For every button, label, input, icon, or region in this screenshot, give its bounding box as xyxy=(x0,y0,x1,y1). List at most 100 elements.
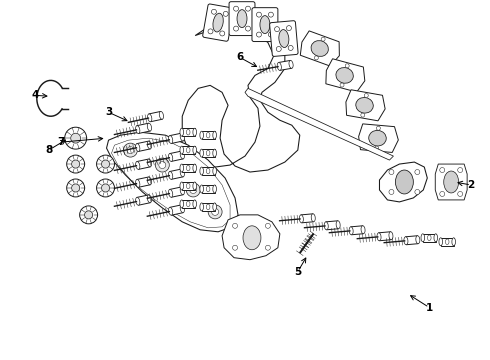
Circle shape xyxy=(364,94,368,98)
Ellipse shape xyxy=(169,136,173,143)
Bar xyxy=(351,226,364,235)
Ellipse shape xyxy=(147,195,151,203)
Ellipse shape xyxy=(213,203,217,211)
Circle shape xyxy=(375,146,379,150)
Ellipse shape xyxy=(136,179,140,187)
Ellipse shape xyxy=(213,13,223,32)
Polygon shape xyxy=(379,162,427,202)
Ellipse shape xyxy=(180,200,184,208)
Circle shape xyxy=(233,245,238,250)
Bar xyxy=(137,159,150,169)
Ellipse shape xyxy=(147,114,152,122)
Ellipse shape xyxy=(193,128,196,136)
Circle shape xyxy=(234,26,239,31)
Circle shape xyxy=(458,192,463,197)
Ellipse shape xyxy=(277,63,281,70)
Bar xyxy=(406,236,418,245)
Ellipse shape xyxy=(180,187,184,195)
Circle shape xyxy=(415,170,420,175)
Circle shape xyxy=(159,162,166,168)
Circle shape xyxy=(321,37,325,41)
Ellipse shape xyxy=(260,15,270,33)
Ellipse shape xyxy=(377,233,381,241)
Circle shape xyxy=(269,32,273,37)
Ellipse shape xyxy=(213,131,217,139)
Ellipse shape xyxy=(404,237,408,245)
Ellipse shape xyxy=(180,169,184,177)
Circle shape xyxy=(415,189,420,194)
Circle shape xyxy=(127,147,134,154)
Ellipse shape xyxy=(200,167,203,175)
Ellipse shape xyxy=(361,226,365,234)
Ellipse shape xyxy=(180,205,184,213)
Ellipse shape xyxy=(200,131,203,139)
FancyBboxPatch shape xyxy=(270,21,298,57)
Circle shape xyxy=(72,160,80,168)
FancyBboxPatch shape xyxy=(203,4,234,41)
Ellipse shape xyxy=(180,133,184,141)
Circle shape xyxy=(186,183,200,197)
Ellipse shape xyxy=(180,128,184,136)
Bar xyxy=(182,164,195,172)
FancyBboxPatch shape xyxy=(229,2,255,36)
Ellipse shape xyxy=(311,41,328,57)
Circle shape xyxy=(266,245,270,250)
Ellipse shape xyxy=(336,68,353,83)
FancyBboxPatch shape xyxy=(252,8,278,41)
Ellipse shape xyxy=(147,141,151,149)
Ellipse shape xyxy=(193,200,196,208)
Circle shape xyxy=(389,189,394,194)
Text: 4: 4 xyxy=(31,90,39,100)
Bar xyxy=(182,182,195,190)
Bar xyxy=(202,167,215,175)
Circle shape xyxy=(71,133,80,143)
Bar xyxy=(170,151,183,161)
Ellipse shape xyxy=(147,123,151,131)
Ellipse shape xyxy=(336,221,340,229)
Circle shape xyxy=(256,12,262,17)
Ellipse shape xyxy=(324,222,328,230)
Ellipse shape xyxy=(180,182,184,190)
Ellipse shape xyxy=(213,167,217,175)
Ellipse shape xyxy=(200,185,203,193)
Ellipse shape xyxy=(289,60,293,68)
Circle shape xyxy=(65,127,87,149)
Ellipse shape xyxy=(311,214,315,222)
Ellipse shape xyxy=(434,234,438,242)
Text: 2: 2 xyxy=(467,180,475,190)
Text: 1: 1 xyxy=(426,302,433,312)
Circle shape xyxy=(376,126,380,130)
Ellipse shape xyxy=(439,238,442,246)
Ellipse shape xyxy=(136,144,140,152)
Ellipse shape xyxy=(369,130,386,146)
Polygon shape xyxy=(222,215,280,260)
Circle shape xyxy=(212,208,219,215)
Ellipse shape xyxy=(193,164,196,172)
Circle shape xyxy=(234,6,239,11)
Circle shape xyxy=(233,223,238,228)
Circle shape xyxy=(256,32,262,37)
Circle shape xyxy=(269,12,273,17)
Text: 6: 6 xyxy=(236,53,244,63)
Bar xyxy=(137,195,150,205)
Circle shape xyxy=(340,83,344,87)
Ellipse shape xyxy=(180,151,184,159)
Bar xyxy=(379,232,392,241)
Polygon shape xyxy=(435,164,467,200)
Ellipse shape xyxy=(444,171,459,193)
Ellipse shape xyxy=(421,234,425,242)
Circle shape xyxy=(287,26,292,31)
Circle shape xyxy=(101,184,110,192)
Ellipse shape xyxy=(169,189,173,197)
Bar xyxy=(326,221,339,230)
Ellipse shape xyxy=(180,146,184,154)
Circle shape xyxy=(85,211,93,219)
Bar xyxy=(202,185,215,193)
Polygon shape xyxy=(300,31,340,66)
Ellipse shape xyxy=(279,30,289,48)
Bar xyxy=(182,128,195,136)
Polygon shape xyxy=(106,132,238,232)
Ellipse shape xyxy=(147,159,151,167)
Circle shape xyxy=(190,186,196,193)
Circle shape xyxy=(80,206,98,224)
